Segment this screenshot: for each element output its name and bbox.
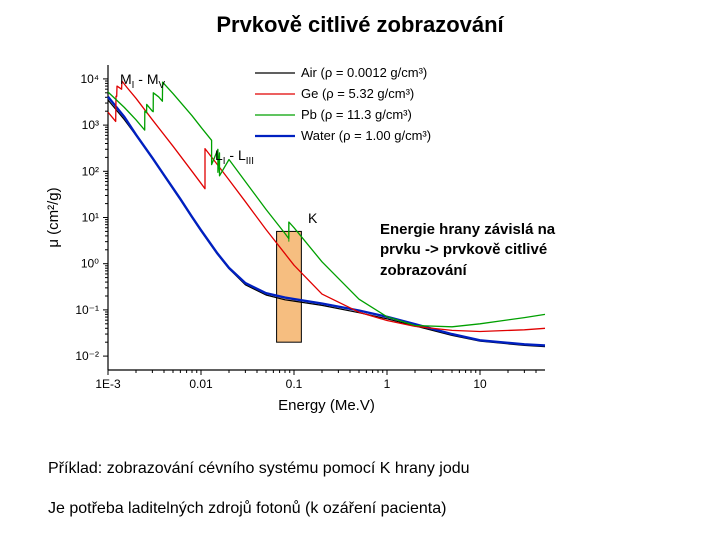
svg-text:Ge (ρ = 5.32 g/cm³): Ge (ρ = 5.32 g/cm³)	[301, 86, 414, 101]
svg-text:10³: 10³	[82, 118, 99, 132]
svg-text:μ (cm²/g): μ (cm²/g)	[45, 187, 62, 247]
svg-text:1E-3: 1E-3	[95, 377, 121, 391]
page-title: Prvkově citlivé zobrazování	[0, 12, 720, 38]
svg-text:Energy (Me.V): Energy (Me.V)	[278, 397, 375, 414]
svg-text:10²: 10²	[82, 164, 99, 178]
l-edges-label: LI - LIII	[215, 147, 254, 167]
svg-text:10⁻²: 10⁻²	[75, 349, 99, 363]
svg-text:10¹: 10¹	[82, 211, 99, 225]
svg-text:10⁰: 10⁰	[81, 257, 99, 271]
edge-note: Energie hrany závislá na prvku -> prvkov…	[380, 220, 600, 281]
svg-text:Air (ρ = 0.0012 g/cm³): Air (ρ = 0.0012 g/cm³)	[301, 65, 427, 80]
m-edges-label: MI - MV	[120, 71, 165, 91]
svg-text:0.1: 0.1	[286, 377, 303, 391]
svg-text:Pb (ρ = 11.3 g/cm³): Pb (ρ = 11.3 g/cm³)	[301, 107, 412, 122]
svg-text:0.01: 0.01	[189, 377, 213, 391]
svg-text:1: 1	[384, 377, 391, 391]
svg-text:10: 10	[473, 377, 487, 391]
need-caption: Je potřeba laditelných zdrojů fotonů (k …	[48, 500, 446, 518]
svg-text:10⁴: 10⁴	[80, 72, 99, 86]
k-edge-label: K	[308, 210, 317, 226]
example-caption: Příklad: zobrazování cévního systému pom…	[48, 460, 470, 478]
svg-text:Water (ρ = 1.00 g/cm³): Water (ρ = 1.00 g/cm³)	[301, 128, 431, 143]
svg-text:10⁻¹: 10⁻¹	[75, 303, 99, 317]
